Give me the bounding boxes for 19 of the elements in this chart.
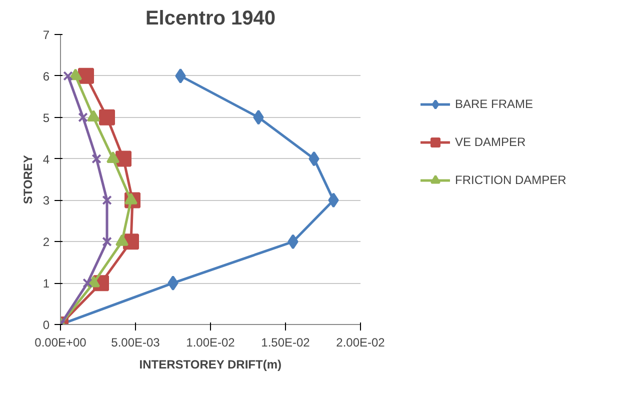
chart-title: Elcentro 1940 — [145, 8, 276, 30]
y-tick-label: 1 — [42, 276, 50, 291]
legend-label: VE DAMPER — [455, 135, 526, 149]
y-tick-label: 2 — [42, 235, 50, 250]
y-tick-label: 0 — [42, 318, 50, 332]
legend-label: FRICTION DAMPER — [455, 173, 566, 187]
y-axis-title: STOREY — [20, 154, 35, 204]
x-tick-label: 0.00E+00 — [34, 336, 87, 350]
y-tick-label: 3 — [42, 194, 50, 208]
x-tick-label: 2.00E-02 — [336, 336, 386, 350]
y-tick-label: 7 — [42, 28, 50, 42]
y-tick-label: 5 — [42, 110, 50, 125]
x-tick-label: 5.00E-03 — [111, 336, 160, 350]
x-tick-label: 1.50E-02 — [261, 336, 310, 350]
y-tick-label: 6 — [42, 69, 50, 84]
x-axis-title: INTERSTOREY DRIFT(m) — [139, 358, 282, 372]
x-tick-label: 1.00E-02 — [186, 336, 236, 350]
legend-label: BARE FRAME — [455, 97, 534, 111]
y-tick-label: 4 — [42, 152, 50, 166]
